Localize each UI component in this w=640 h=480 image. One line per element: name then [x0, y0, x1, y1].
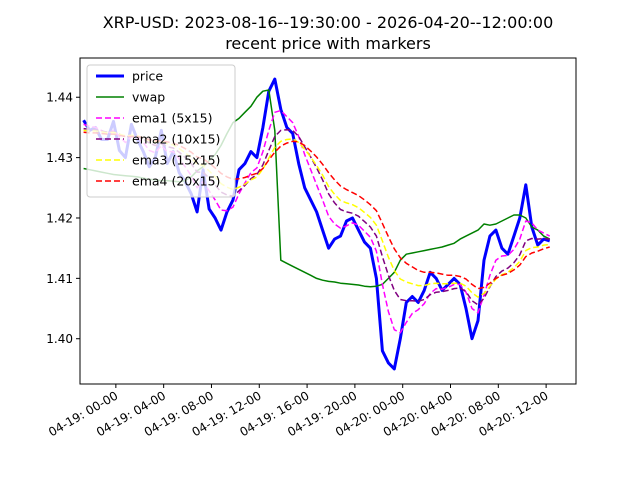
legend-label: ema4 (20x15): [132, 174, 220, 189]
y-axis: 1.40 1.41 1.42 1.43 1.44: [46, 91, 80, 346]
series-line-ema1: [83, 109, 551, 334]
plot-frame: [79, 57, 577, 385]
y-tick-label: 1.40: [46, 332, 73, 346]
y-tick-label: 1.42: [46, 211, 73, 225]
y-tick-label: 1.44: [46, 91, 73, 105]
legend-label: vwap: [132, 90, 165, 105]
chart-subtitle: recent price with markers: [225, 34, 431, 53]
y-tick-label: 1.43: [46, 151, 73, 165]
legend-label: price: [132, 69, 163, 84]
legend: price vwap ema1 (5x15) ema2 (10x15) ema3 (15…: [86, 64, 236, 198]
y-tick-label: 1.41: [46, 272, 73, 286]
legend-label: ema1 (5x15): [132, 111, 212, 126]
legend-label: ema3 (15x15): [132, 153, 220, 168]
legend-label: ema2 (10x15): [132, 132, 220, 147]
series-line-ema4: [83, 131, 550, 290]
chart-title: XRP-USD: 2023-08-16--19:30:00 - 2026-04-…: [103, 13, 554, 32]
legend-box: [86, 64, 236, 198]
